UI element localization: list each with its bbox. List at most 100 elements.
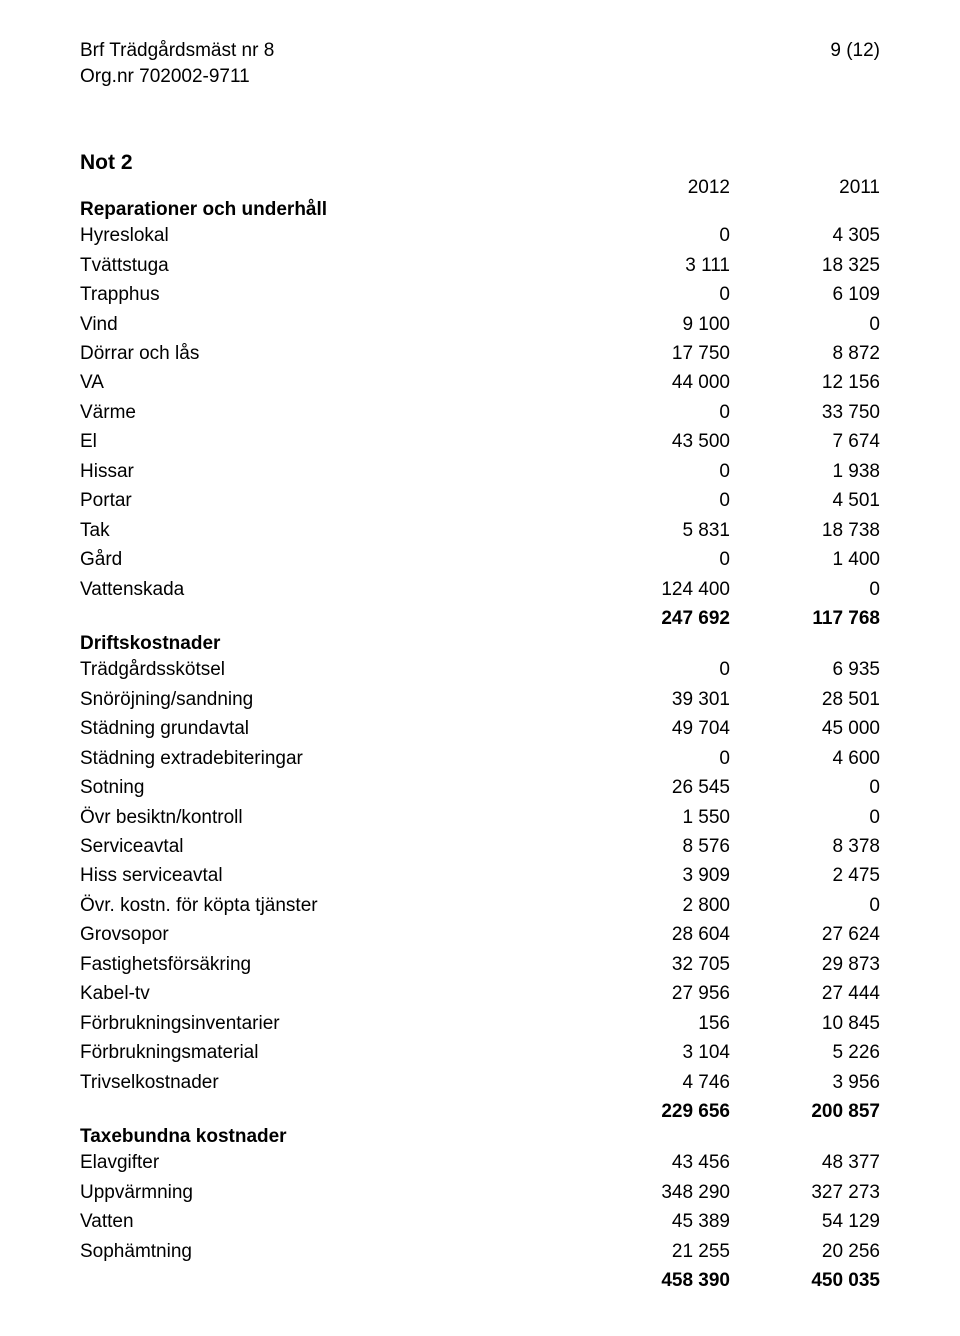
row-value-2: 0 <box>730 773 880 802</box>
row-value-1: 28 604 <box>580 920 730 949</box>
subtotal-label <box>80 1266 580 1295</box>
row-value-1: 1 550 <box>580 803 730 832</box>
section-title: Reparationer och underhåll <box>80 199 880 221</box>
row-label: Förbrukningsmaterial <box>80 1038 580 1067</box>
row-value-1: 26 545 <box>580 773 730 802</box>
row-value-1: 0 <box>580 486 730 515</box>
subtotal-value-1: 458 390 <box>580 1266 730 1295</box>
row-label: Övr. kostn. för köpta tjänster <box>80 891 580 920</box>
row-value-2: 0 <box>730 575 880 604</box>
row-value-2: 3 956 <box>730 1068 880 1097</box>
row-label: Vattenskada <box>80 575 580 604</box>
row-label: Övr besiktn/kontroll <box>80 803 580 832</box>
table-row: Hissar01 938 <box>80 457 880 486</box>
row-value-2: 45 000 <box>730 714 880 743</box>
row-value-2: 4 305 <box>730 221 880 250</box>
table-row: Trivselkostnader4 7463 956 <box>80 1068 880 1097</box>
section-title: Driftskostnader <box>80 633 880 655</box>
row-label: Vatten <box>80 1207 580 1236</box>
subtotal-label <box>80 604 580 633</box>
org-number: Org.nr 702002-9711 <box>80 64 274 90</box>
row-value-2: 7 674 <box>730 427 880 456</box>
header-left: Brf Trädgårdsmäst nr 8 Org.nr 702002-971… <box>80 38 274 89</box>
row-label: VA <box>80 368 580 397</box>
row-label: Förbrukningsinventarier <box>80 1009 580 1038</box>
subtotal-row: 229 656200 857 <box>80 1097 880 1126</box>
row-label: Elavgifter <box>80 1148 580 1177</box>
subtotal-value-1: 247 692 <box>580 604 730 633</box>
row-value-1: 3 111 <box>580 251 730 280</box>
subtotal-value-2: 117 768 <box>730 604 880 633</box>
row-value-1: 9 100 <box>580 310 730 339</box>
row-value-1: 0 <box>580 545 730 574</box>
row-label: Hissar <box>80 457 580 486</box>
row-label: Grovsopor <box>80 920 580 949</box>
row-value-2: 18 738 <box>730 516 880 545</box>
row-value-2: 1 400 <box>730 545 880 574</box>
table-row: Övr besiktn/kontroll1 5500 <box>80 803 880 832</box>
row-label: Portar <box>80 486 580 515</box>
table-row: Trädgårdsskötsel06 935 <box>80 655 880 684</box>
table-row: Sotning26 5450 <box>80 773 880 802</box>
subtotal-row: 247 692117 768 <box>80 604 880 633</box>
year-header-row: 2012 2011 <box>80 177 880 199</box>
row-label: Kabel-tv <box>80 979 580 1008</box>
row-label: Trädgårdsskötsel <box>80 655 580 684</box>
row-label: Sotning <box>80 773 580 802</box>
table-row: Vind9 1000 <box>80 310 880 339</box>
row-value-1: 0 <box>580 744 730 773</box>
row-value-2: 54 129 <box>730 1207 880 1236</box>
table-row: Städning extradebiteringar04 600 <box>80 744 880 773</box>
row-label: Serviceavtal <box>80 832 580 861</box>
row-value-1: 49 704 <box>580 714 730 743</box>
row-value-2: 5 226 <box>730 1038 880 1067</box>
row-value-2: 27 444 <box>730 979 880 1008</box>
row-value-2: 28 501 <box>730 685 880 714</box>
table-row: Vattenskada124 4000 <box>80 575 880 604</box>
table-row: Gård01 400 <box>80 545 880 574</box>
section-title: Taxebundna kostnader <box>80 1126 880 1148</box>
row-value-1: 0 <box>580 457 730 486</box>
sections-container: Reparationer och underhållHyreslokal 0 4 3… <box>80 199 880 1295</box>
subtotal-value-2: 200 857 <box>730 1097 880 1126</box>
page-number: 9 (12) <box>830 38 880 89</box>
row-label: Trivselkostnader <box>80 1068 580 1097</box>
row-value-1: 124 400 <box>580 575 730 604</box>
row-value-2: 27 624 <box>730 920 880 949</box>
row-value-2: 10 845 <box>730 1009 880 1038</box>
subtotal-value-2: 450 035 <box>730 1266 880 1295</box>
row-value-1: 32 705 <box>580 950 730 979</box>
row-value-2: 0 <box>730 891 880 920</box>
row-label: Gård <box>80 545 580 574</box>
note-title: Not 2 <box>80 151 880 175</box>
row-label: Hyreslokal <box>80 221 580 250</box>
table-row: Tvättstuga3 11118 325 <box>80 251 880 280</box>
table-row: Värme033 750 <box>80 398 880 427</box>
year-1: 2012 <box>580 177 730 199</box>
table-row: Tak5 83118 738 <box>80 516 880 545</box>
table-row: Hiss serviceavtal3 9092 475 <box>80 861 880 890</box>
row-value-1: 348 290 <box>580 1178 730 1207</box>
subtotal-value-1: 229 656 <box>580 1097 730 1126</box>
table-row: Trapphus06 109 <box>80 280 880 309</box>
row-value-2: 0 <box>730 310 880 339</box>
row-label: Snöröjning/sandning <box>80 685 580 714</box>
row-value-1: 0 <box>580 655 730 684</box>
table-row: Snöröjning/sandning39 30128 501 <box>80 685 880 714</box>
table-row: Dörrar och lås17 7508 872 <box>80 339 880 368</box>
table-row: Övr. kostn. för köpta tjänster2 8000 <box>80 891 880 920</box>
row-label: Städning grundavtal <box>80 714 580 743</box>
table-row: Kabel-tv27 95627 444 <box>80 979 880 1008</box>
table-row: Förbrukningsmaterial3 1045 226 <box>80 1038 880 1067</box>
row-value-2: 29 873 <box>730 950 880 979</box>
row-value-2: 12 156 <box>730 368 880 397</box>
page-header: Brf Trädgårdsmäst nr 8 Org.nr 702002-971… <box>80 38 880 89</box>
row-label: Värme <box>80 398 580 427</box>
row-value-1: 45 389 <box>580 1207 730 1236</box>
row-label: Sophämtning <box>80 1237 580 1266</box>
row-label: Fastighetsförsäkring <box>80 950 580 979</box>
row-value-2: 8 378 <box>730 832 880 861</box>
row-value-2: 33 750 <box>730 398 880 427</box>
row-value-2: 48 377 <box>730 1148 880 1177</box>
page: Brf Trädgårdsmäst nr 8 Org.nr 702002-971… <box>0 0 960 1336</box>
